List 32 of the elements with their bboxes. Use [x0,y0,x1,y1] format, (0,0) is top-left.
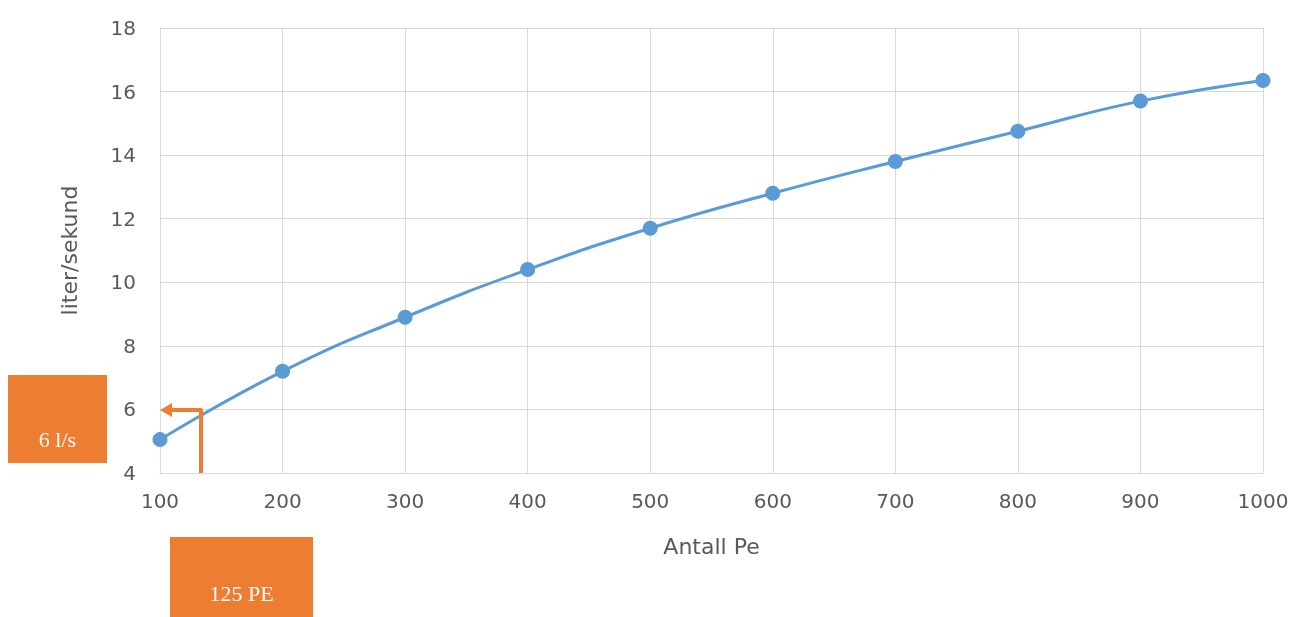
x-tick-label: 500 [631,489,670,513]
y-tick-label: 10 [110,270,136,295]
y-tick-label: 4 [123,461,136,485]
x-tick-label: 100 [140,489,180,513]
y-tick-label: 14 [110,143,136,168]
point [1132,93,1148,109]
y-tick-label: 8 [123,333,136,358]
point [642,220,658,236]
point [887,154,903,169]
y-axis-title: liter/sekund [56,185,82,316]
text: 125 PE [170,537,313,617]
y-tick-label: 6 [123,397,136,422]
point [765,185,781,201]
point [1010,123,1026,139]
x-tick-label: 300 [386,489,425,513]
point [1255,72,1271,88]
point [275,363,291,379]
point [520,262,536,278]
text: 6 l/s [8,375,107,463]
x-tick-label: 400 [508,489,547,513]
x-tick-label: 800 [998,489,1037,513]
x-tick-label: 600 [753,489,792,513]
x-tick-label: 900 [1121,489,1160,513]
x-tick-label: 1000 [1237,489,1289,513]
x-tick-label: 700 [876,489,915,513]
point [152,432,168,448]
x-axis-title: Antall Pe [663,533,760,559]
y-tick-label: 18 [110,16,136,40]
point [397,309,413,325]
y-tick-label: 12 [110,206,136,231]
x-tick-label: 200 [263,489,302,513]
y-tick-label: 16 [110,79,136,104]
